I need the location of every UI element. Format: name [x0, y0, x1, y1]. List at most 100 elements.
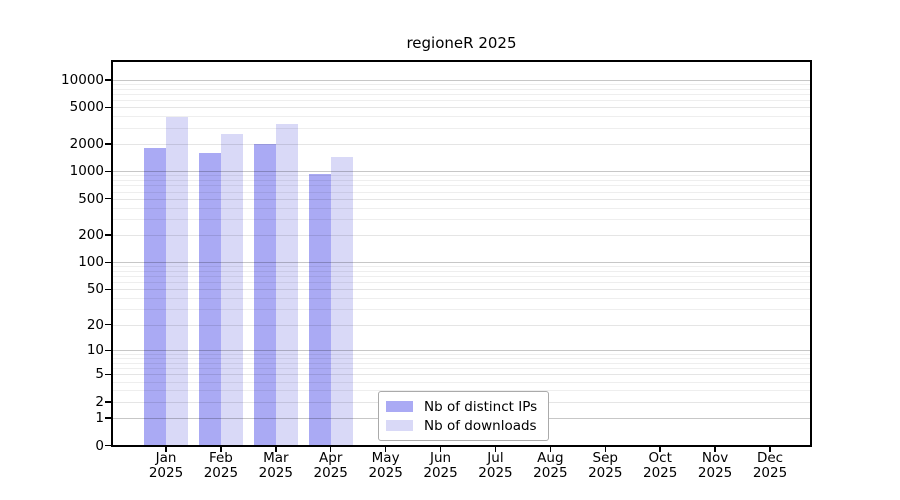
x-tick-label-nov: Nov 2025 — [697, 450, 733, 481]
gridline-minor — [113, 185, 810, 187]
gridline-minor — [113, 368, 810, 370]
x-tick-label-oct: Oct 2025 — [643, 450, 678, 481]
x-tick-mark — [604, 447, 607, 452]
x-tick-mark — [329, 447, 332, 452]
bar-distinct-ips-apr — [308, 174, 331, 445]
x-tick-mark — [494, 447, 497, 452]
gridline-minor — [113, 282, 810, 284]
x-tick-mark — [659, 447, 661, 452]
x-tick-mark — [165, 447, 167, 452]
gridline-minor — [113, 100, 810, 102]
y-tick-label: 50 — [86, 281, 104, 298]
gridline-minor — [113, 266, 810, 268]
y-tick-mark — [105, 261, 111, 264]
y-tick-label: 0 — [95, 437, 104, 454]
legend-label-distinct-ips: Nb of distinct IPs — [424, 398, 538, 415]
x-tick-label-jun: Jun 2025 — [423, 450, 458, 481]
gridline-minor — [113, 390, 810, 392]
legend-item-downloads: Nb of downloads — [386, 416, 540, 435]
y-tick-mark — [105, 197, 111, 200]
gridline-minor — [113, 180, 810, 182]
y-tick-label: 1000 — [69, 163, 104, 180]
y-tick-mark — [105, 170, 111, 172]
gridline-minor — [113, 191, 810, 193]
gridline-major — [113, 79, 810, 81]
x-tick-mark — [220, 447, 222, 452]
bar-distinct-ips-mar — [253, 144, 276, 445]
y-tick-mark — [105, 417, 111, 419]
gridline-minor — [113, 298, 810, 300]
y-tick-label: 20 — [86, 316, 104, 333]
bar-downloads-apr — [330, 157, 353, 445]
chart-title: regioneR 2025 — [406, 34, 517, 52]
gridline-minor — [113, 127, 810, 129]
x-tick-label-sep: Sep 2025 — [588, 450, 623, 481]
x-tick-label-feb: Feb 2025 — [203, 450, 239, 481]
gridline-minor — [113, 143, 810, 145]
x-tick-mark — [384, 447, 387, 452]
legend: Nb of distinct IPs Nb of downloads — [378, 391, 549, 441]
y-tick-label: 100 — [78, 254, 104, 271]
gridline-minor — [113, 94, 810, 96]
y-tick-label: 500 — [78, 190, 104, 207]
gridline-minor — [113, 234, 810, 236]
x-tick-mark — [275, 447, 277, 452]
gridline-major — [113, 171, 810, 173]
y-tick-mark — [105, 444, 111, 447]
y-tick-label: 2000 — [69, 135, 104, 152]
y-tick-mark — [105, 106, 111, 109]
y-tick-mark — [105, 143, 111, 145]
gridline-minor — [113, 362, 810, 364]
x-tick-label-mar: Mar 2025 — [258, 450, 293, 481]
y-tick-label: 2 — [95, 393, 104, 410]
x-tick-label-dec: Dec 2025 — [752, 450, 788, 481]
x-tick-mark — [439, 447, 442, 452]
y-tick-mark — [105, 323, 111, 326]
y-tick-mark — [105, 79, 111, 81]
gridline-minor — [113, 207, 810, 209]
y-tick-label: 200 — [78, 226, 104, 243]
gridline-major — [113, 350, 810, 352]
x-tick-label-apr: Apr 2025 — [313, 450, 348, 481]
gridline-minor — [113, 175, 810, 177]
gridline-minor — [113, 374, 810, 376]
y-tick-label: 5000 — [69, 99, 104, 116]
x-tick-label-jan: Jan 2025 — [148, 450, 184, 481]
bar-downloads-jan — [166, 116, 188, 445]
gridline-minor — [113, 84, 810, 86]
gridline-minor — [113, 88, 810, 90]
x-tick-mark — [769, 447, 771, 452]
gridline-minor — [113, 289, 810, 291]
x-tick-label-may: May 2025 — [368, 450, 403, 481]
gridline-minor — [113, 107, 810, 109]
x-tick-mark — [714, 447, 716, 452]
bar-downloads-mar — [275, 124, 298, 445]
gridline-minor — [113, 309, 810, 311]
bar-distinct-ips-feb — [198, 153, 221, 445]
gridline-minor — [113, 381, 810, 383]
legend-swatch-downloads — [386, 420, 413, 431]
gridline-minor — [113, 116, 810, 118]
legend-item-distinct-ips: Nb of distinct IPs — [386, 397, 540, 416]
y-tick-mark — [105, 234, 111, 236]
gridline-minor — [113, 324, 810, 326]
y-tick-label: 1 — [95, 409, 104, 426]
gridline-minor — [113, 276, 810, 278]
x-tick-label-aug: Aug 2025 — [533, 450, 568, 481]
bar-downloads-feb — [220, 134, 243, 445]
bar-distinct-ips-jan — [144, 147, 166, 445]
gridline-minor — [113, 198, 810, 200]
gridline-major — [113, 262, 810, 264]
y-tick-mark — [105, 373, 111, 376]
x-tick-label-jul: Jul 2025 — [478, 450, 513, 481]
y-tick-mark — [105, 349, 111, 352]
legend-label-downloads: Nb of downloads — [424, 417, 537, 434]
gridline-minor — [113, 218, 810, 220]
y-tick-mark — [105, 288, 111, 291]
y-tick-mark — [105, 401, 111, 403]
gridline-minor — [113, 358, 810, 360]
y-tick-label: 5 — [95, 366, 104, 383]
plot-area — [111, 60, 812, 447]
y-tick-label: 10 — [86, 342, 104, 359]
